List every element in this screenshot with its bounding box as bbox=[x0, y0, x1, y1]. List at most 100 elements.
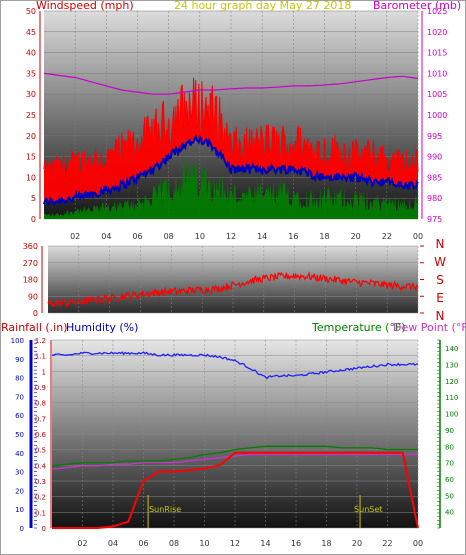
rain-panel-grid bbox=[52, 339, 419, 529]
compass-letter: S bbox=[436, 273, 444, 287]
direction-panel-grid bbox=[48, 245, 419, 314]
wind-x-tick: 00 bbox=[413, 232, 423, 241]
wind-y-tick: 45 bbox=[26, 28, 36, 37]
wind-y-tick: 15 bbox=[26, 153, 36, 162]
wind-y-tick: 50 bbox=[26, 7, 36, 16]
temperature-title: Temperature (°F) bbox=[311, 321, 406, 334]
rain-x-tick: 02 bbox=[77, 539, 87, 548]
barometer-y-tick: 1000 bbox=[427, 111, 447, 120]
wind-y-tick: 30 bbox=[26, 90, 36, 99]
direction-y-tick: 270 bbox=[23, 259, 38, 268]
humidity-y-tick: 60 bbox=[15, 412, 24, 420]
wind-x-tick: 10 bbox=[195, 232, 205, 241]
wind-y-tick: 40 bbox=[26, 49, 36, 58]
rain-panel-axes: 0 0.1 0.2 0.3 0.4 0.5 0.6 0.7 0.8 0.9 1 1.1 1.2 0 10 20… bbox=[11, 337, 459, 548]
barometer-y-tick: 990 bbox=[427, 153, 442, 162]
temperature-y-tick: 100 bbox=[445, 411, 458, 419]
rain-x-tick: 14 bbox=[260, 539, 270, 548]
graph-date-title: 24 hour graph day May 27 2018 bbox=[174, 0, 351, 12]
barometer-y-tick: 975 bbox=[427, 215, 442, 224]
rain-x-tick: 16 bbox=[291, 539, 301, 548]
direction-y-tick: 90 bbox=[28, 292, 38, 301]
wind-y-tick: 10 bbox=[26, 173, 36, 182]
rain-y-tick: 1 bbox=[42, 368, 46, 376]
humidity-line bbox=[51, 351, 419, 380]
rain-y-tick: 0.4 bbox=[35, 462, 47, 470]
rain-panel-series: SunRise SunSet bbox=[51, 351, 419, 529]
wind-direction-line bbox=[47, 271, 419, 308]
compass-letter: W bbox=[434, 255, 446, 269]
direction-y-tick: 360 bbox=[23, 242, 38, 251]
wind-x-tick: 12 bbox=[226, 232, 236, 241]
wind-y-tick: 20 bbox=[26, 132, 36, 141]
rain-y-tick: 0.5 bbox=[35, 447, 46, 455]
temperature-y-tick: 70 bbox=[445, 460, 454, 468]
wind-x-tick: 20 bbox=[351, 232, 361, 241]
wind-x-tick: 08 bbox=[164, 232, 174, 241]
humidity-y-tick: 0 bbox=[20, 525, 24, 533]
humidity-title: Humidity (%) bbox=[66, 321, 138, 334]
temperature-y-tick: 50 bbox=[445, 492, 454, 500]
wind-x-tick: 22 bbox=[382, 232, 392, 241]
barometer-y-tick: 1020 bbox=[427, 28, 447, 37]
rain-y-tick: 0.1 bbox=[35, 509, 46, 517]
humidity-y-tick: 30 bbox=[15, 469, 24, 477]
gust-line bbox=[43, 77, 419, 183]
humidity-y-tick: 20 bbox=[15, 487, 24, 495]
barometer-y-tick: 995 bbox=[427, 132, 442, 141]
rain-x-tick: 12 bbox=[230, 539, 240, 548]
compass-letter: N bbox=[436, 309, 445, 323]
rain-x-tick: 22 bbox=[382, 539, 392, 548]
temperature-y-tick: 140 bbox=[445, 345, 458, 353]
wind-y-tick: 35 bbox=[26, 69, 36, 78]
barometer-y-tick: 1025 bbox=[427, 7, 447, 16]
rainfall-line bbox=[52, 451, 419, 529]
barometer-title: Barometer (mb) bbox=[373, 0, 461, 12]
rain-x-tick: 20 bbox=[352, 539, 362, 548]
rain-y-tick: 0.2 bbox=[35, 494, 46, 502]
rain-y-tick: 0.9 bbox=[35, 384, 46, 392]
sunrise-label: SunRise bbox=[149, 505, 181, 514]
windspeed-title: Windspeed (mph) bbox=[36, 0, 134, 12]
dew-point-title: Dew Point (°F) bbox=[393, 321, 466, 334]
temperature-y-tick: 90 bbox=[445, 427, 454, 435]
direction-panel-series bbox=[47, 271, 419, 308]
temperature-y-tick: 80 bbox=[445, 443, 454, 451]
barometer-y-tick: 1010 bbox=[427, 69, 447, 78]
barometer-y-tick: 985 bbox=[427, 173, 442, 182]
rain-y-tick: 0.8 bbox=[35, 400, 46, 408]
direction-panel-axes: 0 90 180 270 360 bbox=[23, 242, 424, 318]
temperature-y-tick: 110 bbox=[445, 394, 458, 402]
dew-point-line bbox=[51, 453, 418, 470]
wind-x-tick: 02 bbox=[70, 232, 80, 241]
rain-y-tick: 1.1 bbox=[35, 353, 46, 361]
temperature-line bbox=[51, 445, 418, 467]
barometer-line bbox=[43, 72, 419, 95]
humidity-y-tick: 80 bbox=[15, 375, 24, 383]
min-wind-area bbox=[44, 156, 418, 219]
wind-x-tick: 06 bbox=[132, 232, 142, 241]
temperature-y-tick: 130 bbox=[445, 362, 458, 370]
rain-x-tick: 18 bbox=[321, 539, 331, 548]
humidity-y-tick: 100 bbox=[11, 337, 24, 345]
temperature-y-tick: 60 bbox=[445, 476, 454, 484]
rain-y-tick: 0 bbox=[42, 525, 46, 533]
temperature-y-tick: 40 bbox=[445, 509, 454, 517]
wind-x-tick: 04 bbox=[101, 232, 111, 241]
humidity-y-tick: 70 bbox=[15, 393, 24, 401]
wind-panel-series bbox=[43, 72, 419, 219]
rain-x-tick: 08 bbox=[169, 539, 179, 548]
rain-x-tick: 10 bbox=[199, 539, 209, 548]
rainfall-title: Rainfall (.in) bbox=[1, 321, 68, 334]
rain-x-tick: 00 bbox=[413, 539, 423, 548]
compass-letter: E bbox=[436, 291, 444, 305]
humidity-y-tick: 10 bbox=[15, 506, 24, 514]
rain-y-tick: 0.7 bbox=[35, 415, 46, 423]
wind-x-tick: 18 bbox=[319, 232, 329, 241]
wind-x-tick: 16 bbox=[288, 232, 298, 241]
wind-x-tick: 14 bbox=[257, 232, 267, 241]
rain-y-tick: 0.3 bbox=[35, 478, 46, 486]
